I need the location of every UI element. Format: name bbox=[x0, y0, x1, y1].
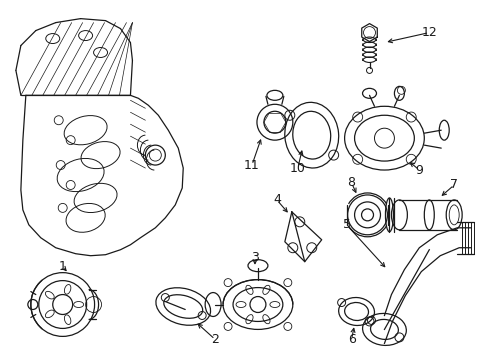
Text: 2: 2 bbox=[211, 333, 219, 346]
Text: 9: 9 bbox=[414, 163, 423, 176]
Text: 11: 11 bbox=[244, 158, 259, 172]
Text: 3: 3 bbox=[250, 251, 258, 264]
Text: 7: 7 bbox=[449, 179, 457, 192]
Text: 10: 10 bbox=[289, 162, 305, 175]
Text: 1: 1 bbox=[59, 260, 66, 273]
Text: 6: 6 bbox=[347, 333, 355, 346]
Text: 4: 4 bbox=[272, 193, 280, 206]
Text: 12: 12 bbox=[421, 26, 436, 39]
Text: 8: 8 bbox=[347, 176, 355, 189]
Text: 5: 5 bbox=[342, 218, 350, 231]
